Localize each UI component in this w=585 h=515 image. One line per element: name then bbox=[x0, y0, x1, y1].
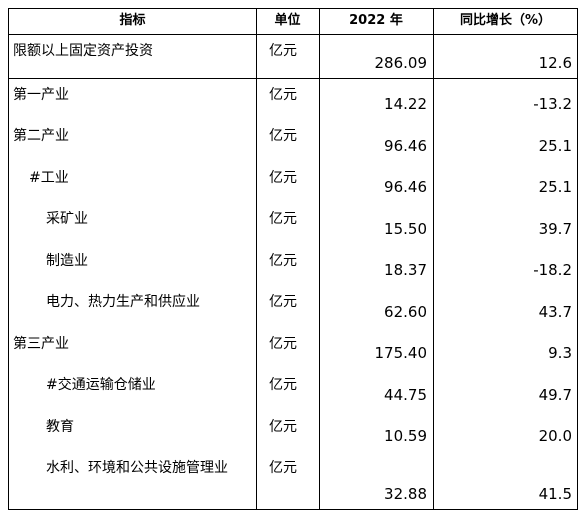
value-cell: 10.59 bbox=[384, 427, 427, 445]
indicator-cell: #工业 bbox=[29, 170, 69, 186]
indicator-cell: 第一产业 bbox=[13, 87, 69, 103]
growth-cell: 39.7 bbox=[538, 220, 572, 238]
column-divider bbox=[319, 9, 320, 509]
unit-cell: 亿元 bbox=[269, 460, 297, 476]
unit-cell: 亿元 bbox=[269, 211, 297, 227]
value-cell: 175.40 bbox=[374, 344, 428, 362]
value-cell: 18.37 bbox=[384, 261, 427, 279]
value-cell: 96.46 bbox=[384, 178, 427, 196]
indicator-cell: 教育 bbox=[46, 419, 74, 435]
growth-cell: 12.6 bbox=[538, 54, 572, 72]
value-cell: 96.46 bbox=[384, 137, 427, 155]
growth-cell: 20.0 bbox=[538, 427, 572, 445]
indicator-cell: 采矿业 bbox=[46, 211, 88, 227]
value-cell: 15.50 bbox=[384, 220, 427, 238]
header-cell: 2022 年 bbox=[349, 13, 403, 28]
growth-cell: -18.2 bbox=[533, 261, 572, 279]
unit-cell: 亿元 bbox=[269, 170, 297, 186]
indicator-cell: 第二产业 bbox=[13, 128, 69, 144]
growth-cell: 25.1 bbox=[538, 137, 572, 155]
indicator-cell: 限额以上固定资产投资 bbox=[13, 43, 153, 59]
unit-cell: 亿元 bbox=[269, 336, 297, 352]
value-cell: 14.22 bbox=[384, 95, 427, 113]
header-cell: 单位 bbox=[274, 13, 301, 28]
unit-cell: 亿元 bbox=[269, 377, 297, 393]
header-rule bbox=[9, 34, 577, 35]
growth-cell: 43.7 bbox=[538, 303, 572, 321]
column-divider bbox=[433, 9, 434, 509]
header-cell: 同比增长（%） bbox=[459, 13, 552, 28]
growth-cell: 49.7 bbox=[538, 386, 572, 404]
value-cell: 32.88 bbox=[384, 485, 427, 503]
indicator-cell: 制造业 bbox=[46, 253, 88, 269]
unit-cell: 亿元 bbox=[269, 128, 297, 144]
unit-cell: 亿元 bbox=[269, 294, 297, 310]
header-cell: 指标 bbox=[119, 13, 146, 28]
growth-cell: 41.5 bbox=[538, 485, 572, 503]
unit-cell: 亿元 bbox=[269, 419, 297, 435]
growth-cell: 9.3 bbox=[548, 344, 572, 362]
unit-cell: 亿元 bbox=[269, 43, 297, 59]
section-rule bbox=[9, 78, 577, 79]
column-divider bbox=[256, 9, 257, 509]
indicator-cell: 水利、环境和公共设施管理业 bbox=[46, 460, 228, 476]
indicator-cell: #交通运输仓储业 bbox=[46, 377, 156, 393]
value-cell: 62.60 bbox=[384, 303, 427, 321]
value-cell: 44.75 bbox=[384, 386, 427, 404]
indicator-cell: 电力、热力生产和供应业 bbox=[46, 294, 200, 310]
growth-cell: 25.1 bbox=[538, 178, 572, 196]
value-cell: 286.09 bbox=[374, 54, 428, 72]
data-table: 指标 单位 2022 年同比增长（%） 限额以上固定资产投资 亿元 286.09 12.6 第… bbox=[8, 8, 578, 510]
unit-cell: 亿元 bbox=[269, 87, 297, 103]
growth-cell: -13.2 bbox=[533, 95, 572, 113]
unit-cell: 亿元 bbox=[269, 253, 297, 269]
indicator-cell: 第三产业 bbox=[13, 336, 69, 352]
